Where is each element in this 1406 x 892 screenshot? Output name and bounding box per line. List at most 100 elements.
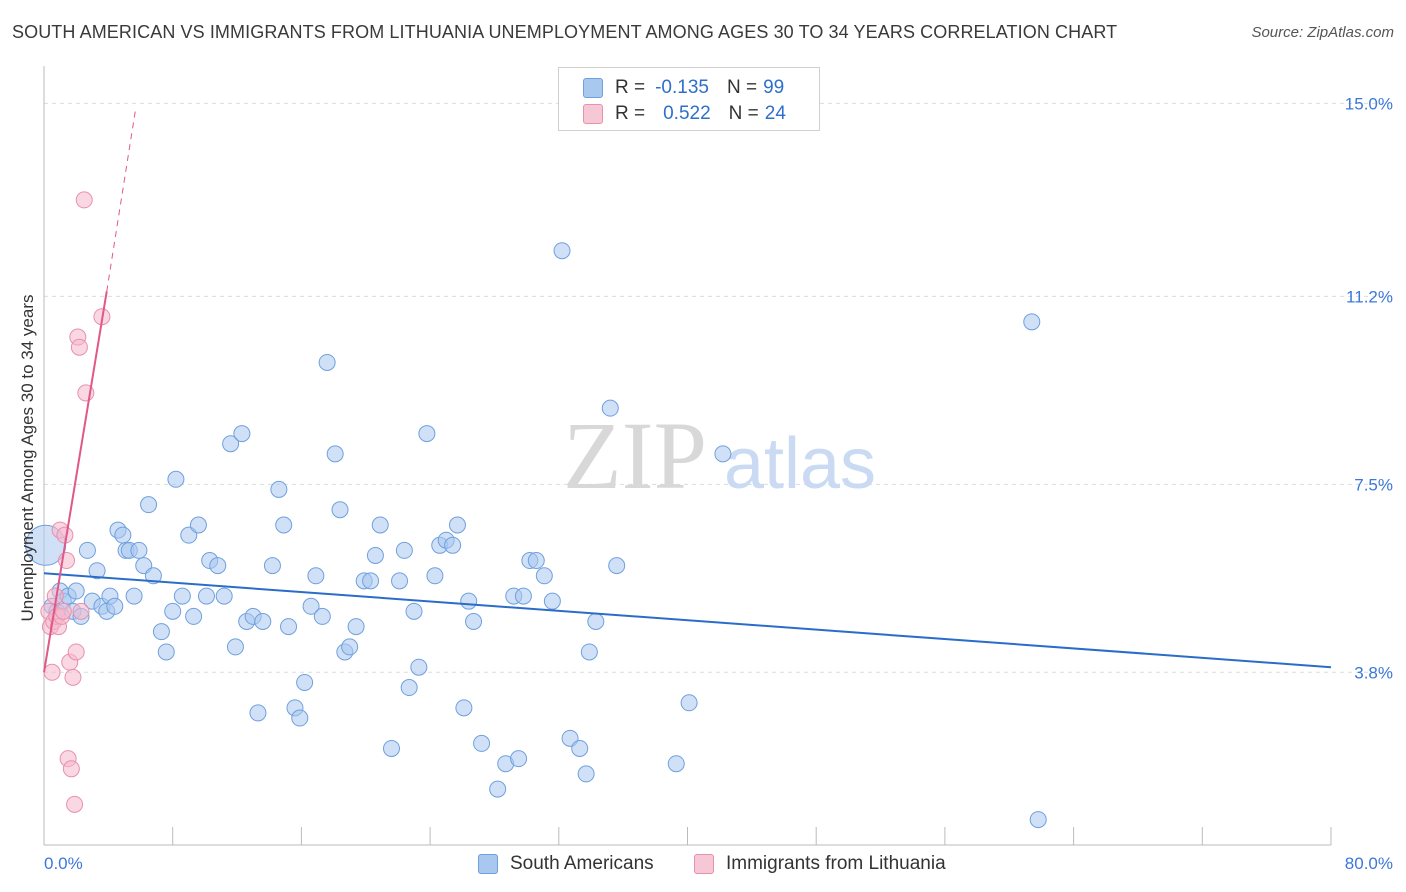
data-point <box>489 780 507 798</box>
data-point <box>455 699 473 717</box>
watermark: ZIP atlas <box>563 402 876 509</box>
chart-title: SOUTH AMERICAN VS IMMIGRANTS FROM LITHUA… <box>12 22 1118 42</box>
data-point <box>313 607 331 625</box>
data-point <box>400 679 418 697</box>
legend-r-value: -0.135 <box>655 77 709 98</box>
data-point <box>410 658 428 676</box>
data-point <box>43 663 61 681</box>
data-point <box>608 557 626 575</box>
data-point <box>226 638 244 656</box>
x-tick-label: 0.0% <box>44 854 83 873</box>
data-point <box>391 572 409 590</box>
data-point <box>249 704 267 722</box>
data-point <box>473 734 491 752</box>
data-point <box>362 572 380 590</box>
data-point <box>254 613 272 631</box>
data-point <box>465 613 483 631</box>
data-point <box>514 587 532 605</box>
bottom-legend-swatch-pink <box>694 854 714 874</box>
data-point <box>405 602 423 620</box>
data-point <box>418 425 436 443</box>
data-point <box>233 425 251 443</box>
data-point <box>75 191 93 209</box>
data-point <box>78 541 96 559</box>
data-point <box>577 765 595 783</box>
data-point <box>270 480 288 498</box>
data-point <box>140 496 158 514</box>
watermark-zip: ZIP <box>563 402 707 509</box>
data-point <box>215 587 233 605</box>
watermark-atlas: atlas <box>724 424 876 504</box>
data-point <box>331 501 349 519</box>
legend-r-label: R = <box>615 77 646 98</box>
data-point <box>222 435 240 453</box>
data-point <box>291 709 309 727</box>
data-point <box>185 607 203 625</box>
trend-line-lithuania-extension <box>106 108 137 292</box>
data-point <box>197 587 215 605</box>
data-point <box>667 755 685 773</box>
legend-r-value: 0.522 <box>663 103 711 124</box>
data-point <box>307 567 325 585</box>
data-point <box>580 643 598 661</box>
data-point <box>157 643 175 661</box>
bottom-legend-lithuania: Immigrants from Lithuania <box>694 852 946 876</box>
data-point <box>106 597 124 615</box>
bottom-legend-south-americans: South Americans <box>478 852 654 876</box>
data-point <box>130 541 148 559</box>
data-point <box>72 602 90 620</box>
data-point <box>571 739 589 757</box>
data-point <box>263 557 281 575</box>
data-point <box>67 582 85 600</box>
data-point <box>714 445 732 463</box>
legend-n-label: N = <box>726 77 758 98</box>
data-point <box>527 552 545 570</box>
data-point <box>164 602 182 620</box>
data-point <box>460 592 478 610</box>
data-point <box>448 516 466 534</box>
correlation-legend: R = -0.135 N = 99 R = 0.522 N = 24 <box>558 67 820 131</box>
data-point <box>296 673 314 691</box>
data-point <box>1023 313 1041 331</box>
data-point <box>144 567 162 585</box>
legend-swatch-blue <box>583 78 603 98</box>
series-lithuania <box>40 191 111 813</box>
data-point <box>88 562 106 580</box>
data-point <box>167 470 185 488</box>
legend-n-label: N = <box>728 103 759 124</box>
data-point <box>64 668 82 686</box>
data-point <box>587 613 605 631</box>
data-point <box>382 739 400 757</box>
grid-lines <box>44 102 1392 673</box>
data-point <box>680 694 698 712</box>
data-point <box>54 602 72 620</box>
legend-swatch-pink <box>583 104 603 124</box>
legend-n-value: 24 <box>764 103 786 124</box>
data-point <box>347 618 365 636</box>
data-point <box>152 623 170 641</box>
data-point <box>1029 811 1047 829</box>
x-tick-label: 80.0% <box>1345 854 1393 873</box>
bottom-legend-label: Immigrants from Lithuania <box>726 853 946 874</box>
trend-line-south-americans <box>43 572 1332 669</box>
bottom-legend-swatch-blue <box>478 854 498 874</box>
data-point <box>553 242 571 260</box>
y-tick-label: 3.8% <box>1354 663 1393 682</box>
data-point <box>601 399 619 417</box>
data-point <box>535 567 553 585</box>
data-point <box>395 541 413 559</box>
data-point <box>444 536 462 554</box>
data-point <box>318 353 336 371</box>
data-point <box>209 557 227 575</box>
data-point <box>366 546 384 564</box>
axes <box>43 66 1332 846</box>
tick-labels: 3.8% 7.5% 11.2% 15.0% 0.0% 80.0% <box>44 94 1393 873</box>
data-point <box>341 638 359 656</box>
data-point <box>114 526 132 544</box>
y-tick-label: 11.2% <box>1346 287 1393 306</box>
trend-lines <box>43 108 1332 673</box>
data-point <box>70 338 88 356</box>
data-point <box>275 516 293 534</box>
legend-row-south-americans: R = -0.135 N = 99 <box>583 76 784 100</box>
data-point <box>173 587 191 605</box>
